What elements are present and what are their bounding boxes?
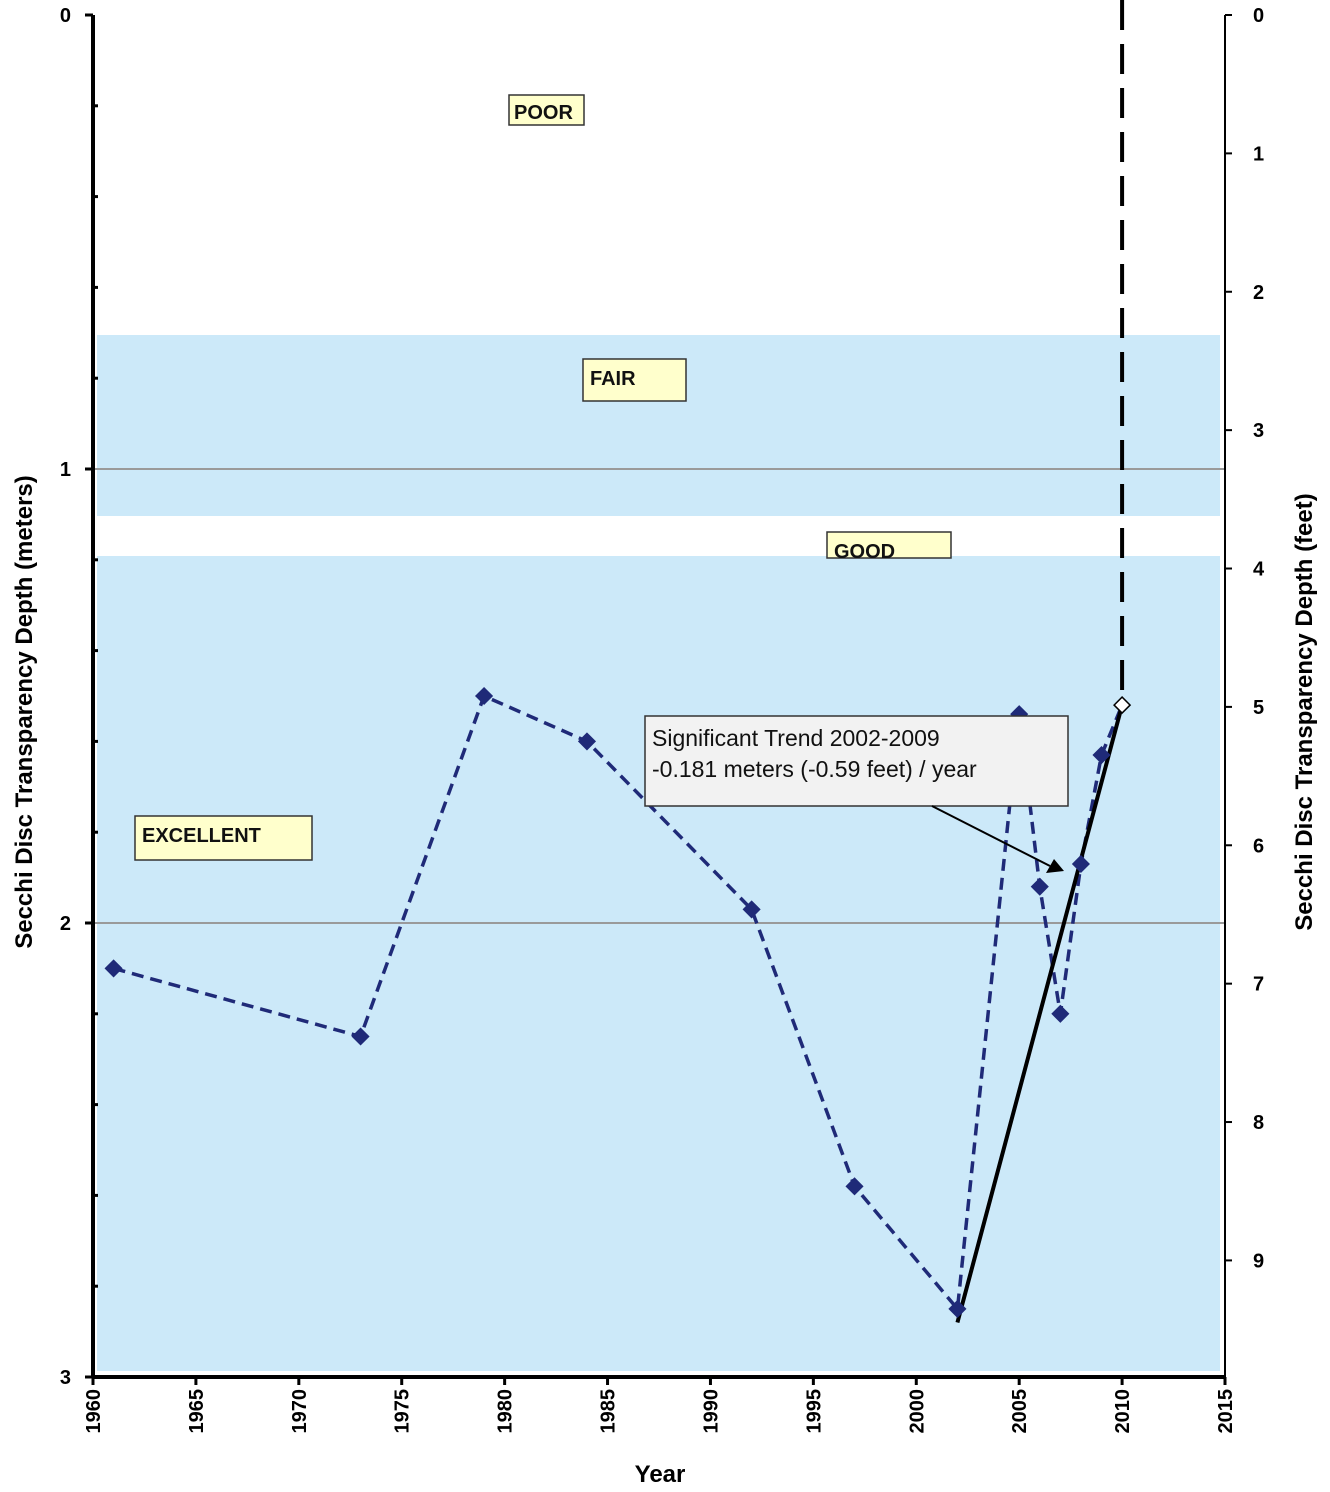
data-point	[948, 1299, 967, 1318]
series-layer	[104, 0, 1132, 1324]
zone-labels: POOR FAIR GOOD EXCELLENT	[134, 94, 952, 861]
x-tick-label: 1975	[392, 1389, 414, 1434]
x-tick-label: 1970	[289, 1389, 311, 1434]
data-point	[1113, 696, 1132, 715]
zone-label-box-excellent	[134, 815, 313, 861]
x-tick-label: 1965	[186, 1389, 208, 1434]
data-point	[1092, 745, 1111, 765]
x-tick-label: 2015	[1215, 1389, 1237, 1434]
annotation-line1: Significant Trend 2002-2009	[652, 725, 940, 751]
annotation-line2: -0.181 meters (-0.59 feet) / year	[652, 756, 977, 782]
data-point	[1051, 1004, 1070, 1023]
annotation-arrow-head	[1046, 859, 1064, 873]
zone-label-poor: POOR	[514, 102, 573, 124]
right-tick-label: 5	[1253, 697, 1264, 719]
x-tick-label: 2000	[906, 1389, 928, 1434]
data-point	[1071, 854, 1090, 874]
right-tick-label: 1	[1253, 143, 1264, 165]
data-point	[1030, 877, 1049, 896]
zone-label-box-fair	[582, 358, 687, 402]
left-axis-title: Secchi Disc Transparency Depth (meters)	[11, 475, 38, 949]
zone-label-box-good	[826, 531, 952, 559]
right-tick-label: 4	[1253, 559, 1265, 581]
left-tick-label: 1	[60, 459, 71, 481]
data-point	[742, 900, 761, 919]
left-tick-label: 2	[60, 913, 71, 935]
right-tick-label: 2	[1253, 282, 1264, 304]
x-tick-label: 1980	[495, 1389, 517, 1434]
x-tick-label: 1960	[83, 1389, 105, 1434]
x-tick-label: 1985	[598, 1389, 620, 1434]
data-point	[351, 1027, 370, 1046]
x-tick-label: 2010	[1112, 1389, 1134, 1434]
zone-label-good: GOOD	[834, 541, 895, 563]
left-tick-label: 3	[60, 1367, 71, 1389]
x-tick-label: 1990	[700, 1389, 722, 1434]
axis-titles: Year Secchi Disc Transparency Depth (mete…	[11, 475, 1318, 1488]
zone-band-excellent	[97, 556, 1220, 1371]
right-tick-label: 9	[1253, 1250, 1264, 1272]
annotation-arrow-line	[931, 805, 1051, 867]
right-tick-label: 6	[1253, 835, 1264, 857]
annotation-box	[644, 715, 1069, 807]
data-point	[845, 1177, 864, 1196]
zone-label-excellent: EXCELLENT	[142, 825, 261, 847]
x-axis-title: Year	[635, 1461, 686, 1488]
gridlines	[93, 468, 1225, 924]
zone-bands	[97, 335, 1220, 1371]
trend-annotation: Significant Trend 2002-2009 -0.181 meters…	[644, 715, 1069, 873]
right-tick-label: 7	[1253, 974, 1264, 996]
x-tick-label: 2005	[1009, 1389, 1031, 1434]
axes	[85, 13, 1232, 1385]
right-tick-label: 0	[1253, 5, 1264, 27]
data-point	[577, 732, 597, 751]
trend-line	[955, 704, 1125, 1324]
left-tick-label: 0	[60, 5, 71, 27]
zone-label-box-poor	[508, 94, 585, 126]
right-axis-title: Secchi Disc Transparency Depth (feet)	[1291, 493, 1318, 930]
x-tick-label: 1995	[803, 1389, 825, 1434]
right-tick-label: 8	[1253, 1112, 1264, 1134]
data-point	[104, 959, 123, 978]
tick-labels: 0 1 2 3 0 1 2 3 4 5 6 7 8 9 1960 1965 1970 1975 1980 1985 19…	[60, 5, 1265, 1434]
right-tick-label: 3	[1253, 420, 1264, 442]
zone-label-fair: FAIR	[590, 368, 636, 390]
data-point	[474, 686, 494, 706]
